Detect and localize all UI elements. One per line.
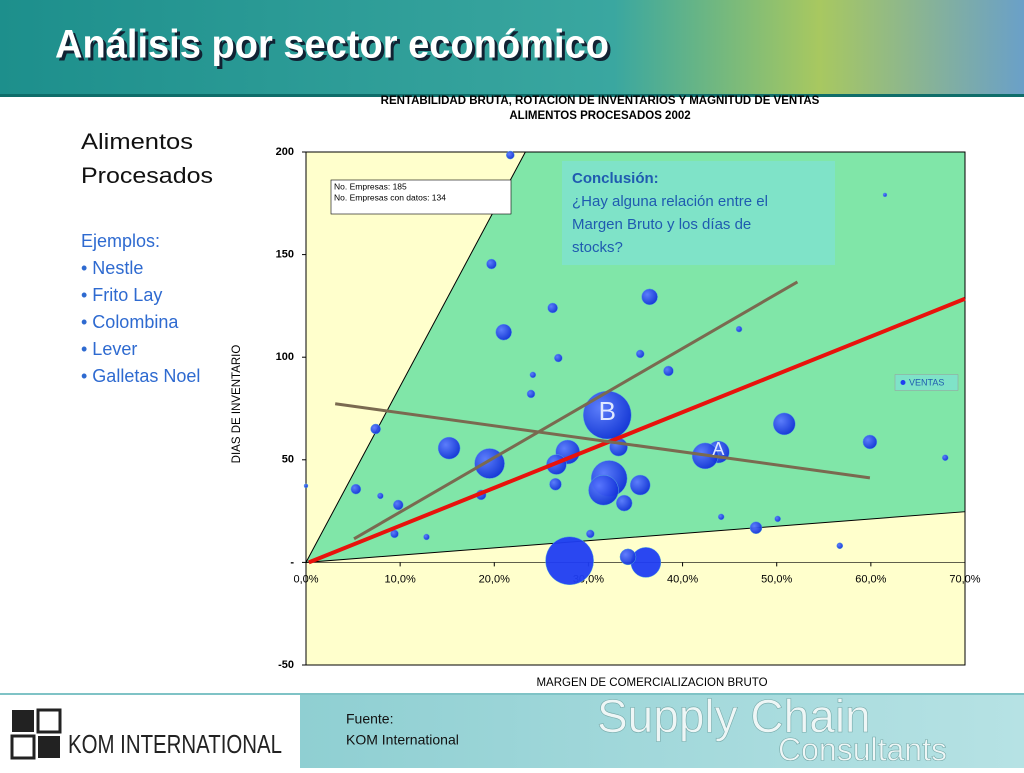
bubble bbox=[630, 547, 662, 578]
y-tick-label: 50 bbox=[282, 454, 294, 466]
bubble bbox=[303, 483, 309, 489]
bubble bbox=[836, 542, 844, 550]
examples-label: Ejemplos: bbox=[81, 231, 160, 251]
example-item: • Frito Lay bbox=[81, 285, 162, 305]
conclusion-title: Conclusión: bbox=[572, 170, 659, 187]
bubble bbox=[545, 536, 594, 586]
brand-line: Consultants bbox=[778, 731, 947, 767]
bubble bbox=[437, 436, 461, 460]
logo-mark bbox=[10, 708, 62, 760]
bubble bbox=[506, 150, 515, 160]
x-tick-label: 50,0% bbox=[761, 573, 792, 585]
bubble bbox=[629, 474, 651, 496]
header-rule bbox=[0, 94, 1024, 97]
bubble bbox=[717, 513, 725, 521]
bubble bbox=[749, 521, 763, 534]
bubble bbox=[641, 288, 658, 306]
bubble bbox=[663, 365, 674, 377]
bubble bbox=[549, 477, 562, 491]
trend-line bbox=[353, 280, 799, 541]
legend-label: VENTAS bbox=[909, 377, 944, 387]
info-line: No. Empresas con datos: 134 bbox=[334, 192, 446, 202]
example-item: • Galletas Noel bbox=[81, 366, 200, 386]
source-label: Fuente: bbox=[346, 711, 393, 727]
y-tick-label: 100 bbox=[276, 351, 294, 363]
bubble bbox=[423, 533, 430, 541]
sidebar-title: Alimentos bbox=[81, 129, 193, 154]
info-line: No. Empresas: 185 bbox=[334, 181, 407, 191]
y-tick-label: - bbox=[290, 556, 294, 568]
y-axis-label: DIAS DE INVENTARIO bbox=[231, 345, 243, 464]
x-tick-label: 20,0% bbox=[479, 573, 510, 585]
bubble bbox=[941, 454, 949, 461]
bubble bbox=[547, 302, 558, 314]
bubble bbox=[554, 353, 563, 363]
x-tick-label: 60,0% bbox=[855, 573, 886, 585]
bubble bbox=[529, 371, 537, 379]
logo-text: KOM INTERNATIONAL bbox=[68, 729, 282, 759]
x-tick-label: 40,0% bbox=[667, 573, 698, 585]
bubble bbox=[370, 423, 381, 435]
legend-box bbox=[894, 374, 959, 391]
x-tick-label: 70,0% bbox=[949, 573, 980, 585]
conclusion-line: stocks? bbox=[572, 239, 623, 256]
bubble bbox=[377, 492, 384, 500]
bubble bbox=[615, 494, 633, 512]
trend-line bbox=[334, 402, 871, 480]
brand-line: Supply Chain bbox=[597, 690, 871, 742]
bubble bbox=[619, 548, 637, 566]
slide-title-shadow: Análisis por sector económico bbox=[58, 26, 612, 70]
bubble bbox=[350, 483, 362, 495]
slide-title: Análisis por sector económico bbox=[55, 23, 609, 67]
bubble bbox=[735, 325, 743, 333]
chart-title: RENTABILIDAD BRUTA, ROTACION DE INVENTAR… bbox=[381, 95, 820, 107]
bubble bbox=[486, 258, 497, 270]
example-item: • Lever bbox=[81, 339, 137, 359]
bubble bbox=[588, 474, 619, 506]
conclusion-line: Margen Bruto y los días de bbox=[572, 216, 751, 233]
bubble bbox=[495, 323, 512, 341]
y-tick-label: 150 bbox=[276, 249, 294, 261]
bubble bbox=[862, 434, 878, 450]
bubble bbox=[772, 412, 796, 436]
y-tick-label: 200 bbox=[276, 146, 294, 158]
info-box bbox=[330, 179, 512, 215]
x-tick-label: 10,0% bbox=[385, 573, 416, 585]
point-label: A bbox=[712, 439, 724, 459]
example-item: • Nestle bbox=[81, 258, 143, 278]
bubble bbox=[774, 515, 781, 523]
source: KOM International bbox=[346, 732, 459, 748]
legend-swatch bbox=[900, 380, 906, 385]
conclusion-box bbox=[562, 161, 835, 265]
y-tick-label: -50 bbox=[278, 659, 294, 671]
header-band bbox=[0, 0, 1024, 96]
trend-line bbox=[308, 296, 966, 565]
bubble bbox=[882, 192, 888, 198]
x-axis-label: MARGEN DE COMERCIALIZACION BRUTO bbox=[536, 677, 767, 689]
point-label: B bbox=[599, 396, 616, 426]
chart-title: ALIMENTOS PROCESADOS 2002 bbox=[509, 110, 690, 122]
bubble bbox=[393, 499, 404, 511]
bubble bbox=[586, 529, 595, 539]
example-item: • Colombina bbox=[81, 312, 179, 332]
bubble bbox=[526, 389, 536, 399]
x-tick-label: 0,0% bbox=[293, 573, 318, 585]
footer-rule bbox=[0, 693, 1024, 695]
footer-band bbox=[300, 693, 1024, 768]
bubble bbox=[635, 349, 645, 359]
sidebar-title: Procesados bbox=[81, 163, 213, 188]
conclusion-line: ¿Hay alguna relación entre el bbox=[572, 193, 768, 210]
